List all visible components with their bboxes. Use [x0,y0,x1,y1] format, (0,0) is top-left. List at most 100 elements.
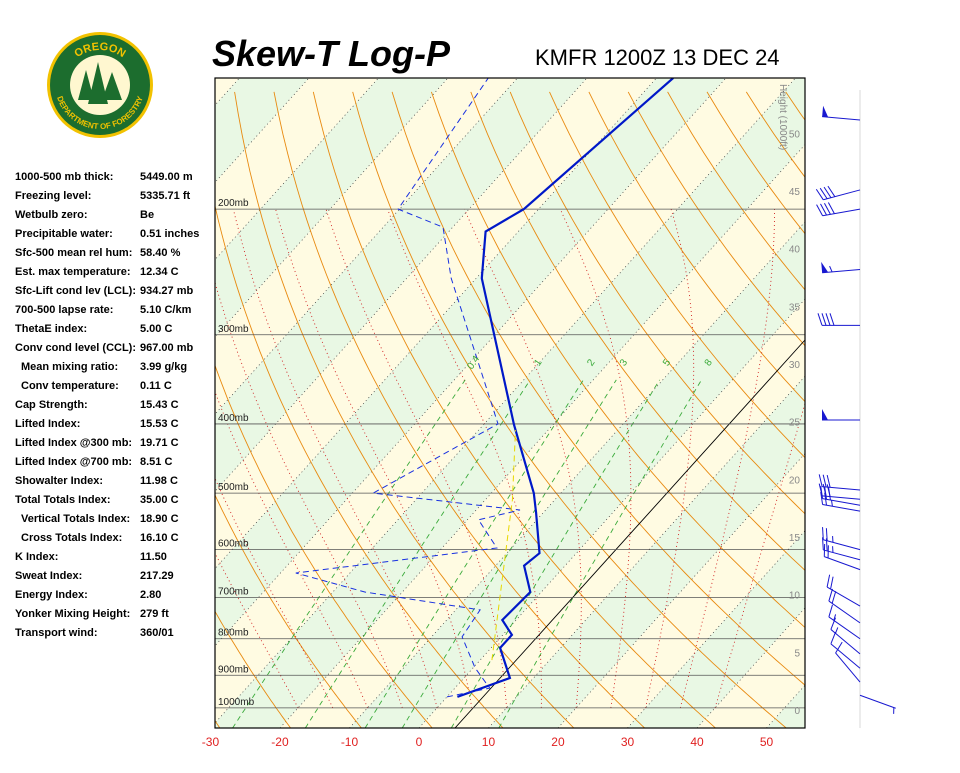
index-value: 0.51 inches [140,228,199,240]
isotherm [836,78,960,728]
index-value: 19.71 C [140,437,179,449]
index-value: 15.53 C [140,418,179,430]
index-label: Sweat Index: [15,570,82,582]
barb-flag [822,409,828,420]
x-tick-label: 20 [551,735,565,749]
x-tick-label: -30 [202,735,220,749]
index-value: 279 ft [140,608,169,620]
barb-flag [821,262,828,273]
wind-barb [817,203,860,216]
height-tick-label: 25 [789,418,801,429]
wind-barb [821,262,860,273]
logo: OREGON DEPARTMENT OF FORESTRY [47,32,153,138]
index-value: 5335.71 ft [140,190,190,202]
wind-barb [816,186,860,200]
dry-adiabat [864,92,960,728]
index-label: Yonker Mixing Height: [15,608,130,620]
dry-adiabat [943,92,960,728]
indices: 1000-500 mb thick: 5449.00 m Freezing leve… [15,171,199,639]
index-label: Precipitable water: [15,228,113,240]
barb-staff [823,499,860,506]
wind-barb [818,313,860,325]
index-label: Conv cond level (CCL): [15,342,136,354]
barb-flag [822,106,828,117]
wind-barb [829,589,860,623]
x-tick-label: 30 [621,735,635,749]
index-value: 5449.00 m [140,171,193,183]
index-label: Lifted Index @700 mb: [15,456,132,468]
pressure-label: 300mb [218,324,249,335]
height-tick-label: 45 [789,187,801,198]
dry-adiabat [825,92,960,728]
height-tick-label: 35 [789,302,801,313]
pressure-label: 500mb [218,482,249,493]
index-label: Est. max temperature: [15,266,131,278]
index-value: 11.98 C [140,475,178,487]
index-label: ThetaE index: [15,323,87,335]
index-value: 2.80 [140,589,161,601]
barb-staff [860,695,896,708]
index-value: 8.51 C [140,456,172,468]
index-label: 1000-500 mb thick: [15,171,113,183]
index-label: Showalter Index: [15,475,103,487]
height-tick-label: 20 [789,475,801,486]
height-tick-label: 10 [789,591,801,602]
index-value: 5.10 C/km [140,304,192,316]
pressure-label: 900mb [218,664,249,675]
index-label: Cross Totals Index: [21,532,122,544]
index-label: Lifted Index: [15,418,80,430]
barb-full [827,575,830,587]
chart-subtitle: KMFR 1200Z 13 DEC 24 [535,45,780,70]
index-label: Conv temperature: [21,380,119,392]
barb-staff [822,496,860,499]
index-label: Vertical Totals Index: [21,513,130,525]
x-tick-label: 40 [690,735,704,749]
x-tick-label: 0 [416,735,423,749]
barb-full [836,642,843,653]
index-value: 934.27 mb [140,285,193,297]
pressure-label: 700mb [218,586,249,597]
height-axis-label: Height (1000ft) [777,84,788,150]
wind-barb [819,474,860,490]
pressure-label: 800mb [218,628,249,639]
x-tick-label: 50 [760,735,774,749]
index-value: 5.00 C [140,323,172,335]
height-tick-label: 15 [789,533,801,544]
height-tick-label: 40 [789,245,801,256]
index-value: 16.10 C [140,532,179,544]
index-label: K Index: [15,551,58,563]
index-label: Wetbulb zero: [15,209,88,221]
index-value: 967.00 mb [140,342,193,354]
dry-adiabat [786,92,960,728]
barb-full [831,632,836,644]
index-label: Cap Strength: [15,399,88,411]
chart-title: Skew-T Log-P [212,33,451,74]
barb-full [822,313,826,325]
height-tick-label: 30 [789,360,801,371]
barb-full [829,605,833,617]
index-value: 15.43 C [140,399,179,411]
pressure-label: 200mb [218,198,249,209]
index-value: 58.40 % [140,247,181,259]
wind-barb [860,695,896,714]
barb-full [829,488,831,501]
index-value: Be [140,209,154,221]
dry-adiabat [904,92,960,728]
barb-staff [823,505,860,512]
index-value: 217.29 [140,570,174,582]
index-value: 3.99 g/kg [140,361,187,373]
barb-half [831,500,832,506]
height-tick-label: 0 [794,706,800,717]
index-label: Freezing level: [15,190,91,202]
barb-full [832,591,836,603]
index-label: Sfc-Lift cond lev (LCL): [15,285,136,297]
pressure-label: 600mb [218,539,249,550]
barb-staff [822,269,860,272]
index-value: 18.90 C [140,513,179,525]
barb-full [829,589,833,601]
height-tick-label: 50 [789,129,801,140]
height-tick-label: 5 [794,648,800,659]
index-value: 11.50 [140,551,167,563]
